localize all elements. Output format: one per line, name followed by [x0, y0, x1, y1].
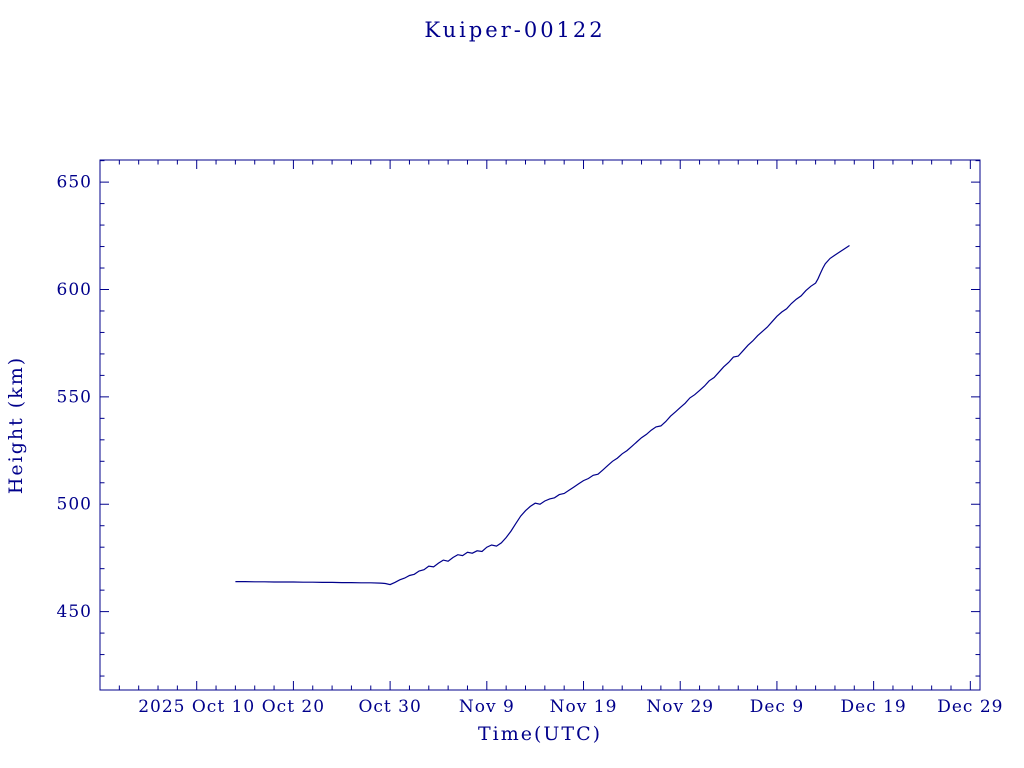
x-tick-label: Oct 20: [262, 697, 325, 717]
x-tick-label: Nov 19: [550, 697, 618, 717]
x-tick-label: Dec 9: [750, 697, 804, 717]
height-data-line: [235, 244, 850, 586]
x-tick-label: Dec 19: [841, 697, 907, 717]
x-axis-tick-labels: 2025 Oct 10 Oct 20 Oct 30 Nov 9 Nov 19 Nov 29…: [138, 697, 1003, 717]
y-axis-ticks: [100, 160, 980, 677]
plot-frame: [99, 159, 981, 691]
x-axis-ticks: [118, 160, 971, 690]
y-tick-label: 600: [57, 280, 92, 300]
y-tick-label: 500: [57, 495, 92, 515]
plot-border: [99, 159, 981, 691]
x-tick-label: Nov 29: [646, 697, 714, 717]
y-axis-label: Height (km): [5, 356, 27, 494]
x-tick-label: Dec 29: [937, 697, 1003, 717]
x-tick-label: Oct 30: [358, 697, 421, 717]
y-tick-label: 550: [57, 387, 92, 407]
y-tick-label: 650: [57, 173, 92, 193]
x-tick-label: Nov 9: [459, 697, 515, 717]
chart-title: Kuiper-00122: [424, 18, 605, 42]
y-tick-label: 450: [57, 602, 92, 622]
y-axis-tick-labels: 450 500 550 600 650: [57, 173, 92, 622]
x-tick-label: 2025 Oct 10: [138, 697, 255, 717]
x-axis-label: Time(UTC): [478, 723, 602, 745]
